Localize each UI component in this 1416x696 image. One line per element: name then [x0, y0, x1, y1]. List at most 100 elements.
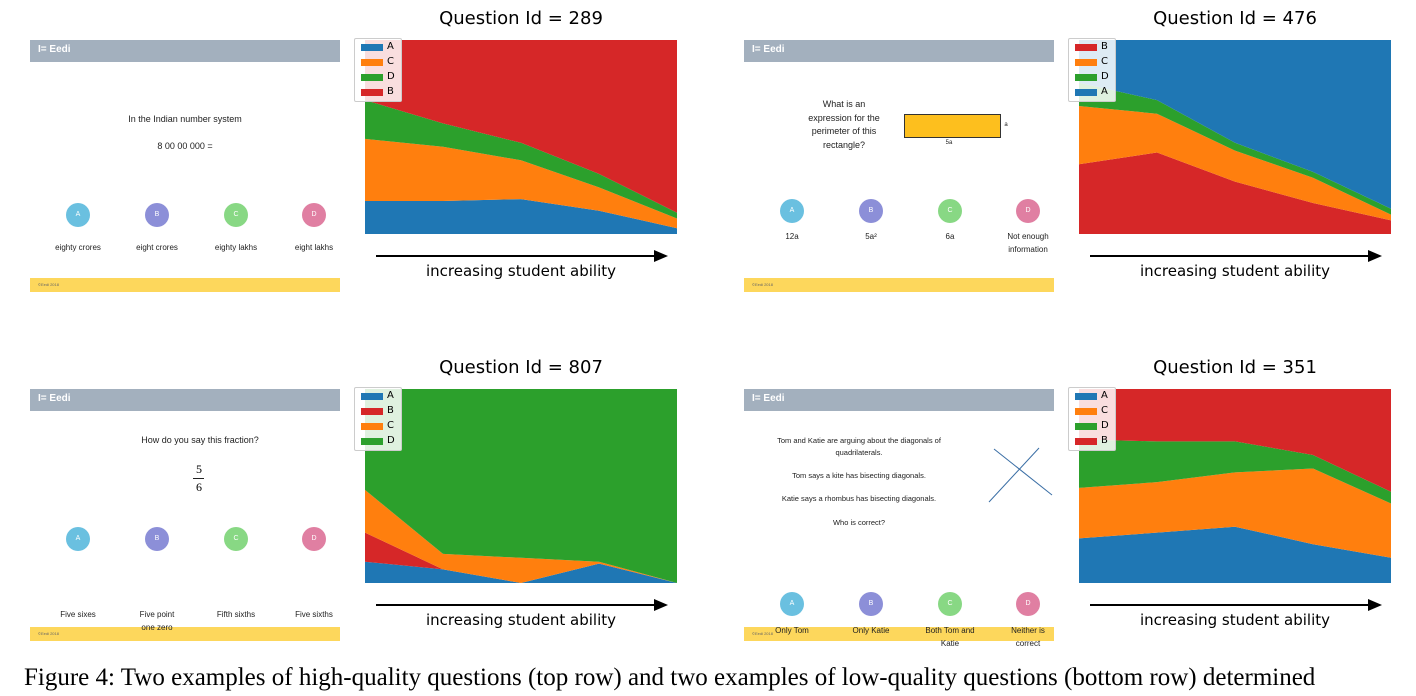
legend-swatch-c: [1075, 59, 1097, 66]
option-c-label: 6a: [945, 232, 955, 241]
legend-swatch-b: [1075, 438, 1097, 445]
chart-title: Question Id = 476: [1153, 8, 1317, 29]
legend-swatch-c: [1075, 408, 1097, 415]
question-value: 8 00 00 000 =: [157, 141, 213, 151]
stacked-area-chart: [1079, 40, 1391, 234]
area-series-c: [1079, 468, 1391, 558]
area-series-d: [365, 100, 677, 219]
question-slide: I= Eedi ©Eedi 2018 What is an expression fo…: [744, 40, 1054, 292]
question-text-line: perimeter of this: [811, 126, 877, 136]
slide-footer: ©Eedi 2018: [744, 278, 1054, 292]
legend-swatch-b: [361, 408, 383, 415]
legend-item-c: C: [1069, 404, 1115, 419]
ability-axis-label: increasing student ability: [1139, 611, 1331, 629]
panel-q807: I= Eedi ©Eedi 2018 How do you say this fra…: [0, 349, 700, 649]
area-series-d: [1079, 439, 1391, 504]
area-series-d: [1079, 82, 1391, 215]
slide-footer: ©Eedi 2018: [30, 278, 340, 292]
option-b-circle: B: [859, 592, 883, 616]
question-slide: I= Eedi ©Eedi 2018 In the Indian number sy…: [30, 40, 340, 292]
option-d-circle: D: [302, 527, 326, 551]
option-d-label: eight lakhs: [294, 243, 334, 252]
question-text: In the Indian number system: [128, 114, 242, 124]
option-c-circle: C: [938, 592, 962, 616]
legend-item-b: B: [355, 404, 401, 419]
question-slide: I= Eedi ©Eedi 2018 Tom and Katie are argui…: [744, 389, 1054, 648]
stacked-area-chart: [365, 40, 677, 234]
area-series-c: [365, 138, 677, 229]
area-series-c: [365, 489, 677, 583]
area-series-a: [1079, 40, 1391, 209]
option-d-label: Neither is correct: [1011, 626, 1045, 648]
copyright-text: ©Eedi 2018: [38, 631, 59, 636]
ability-arrow: [376, 599, 668, 611]
legend-swatch-a: [361, 44, 383, 51]
ability-axis-label: increasing student ability: [425, 262, 617, 280]
legend-label-c: C: [1101, 56, 1108, 67]
rect-label-5a: 5a: [945, 140, 953, 146]
legend-swatch-b: [1075, 44, 1097, 51]
legend-swatch-c: [361, 59, 383, 66]
option-a-circle: A: [66, 527, 90, 551]
eedi-logo: I= Eedi: [752, 393, 785, 404]
legend-label-b: B: [1101, 435, 1108, 446]
legend-label-d: D: [1101, 71, 1109, 82]
option-a-circle: A: [780, 199, 804, 223]
option-d-label: Not enough information: [1007, 232, 1049, 254]
legend-swatch-d: [1075, 423, 1097, 430]
legend-label-a: A: [387, 390, 394, 401]
chart-title: Question Id = 289: [439, 8, 603, 29]
area-series-a: [1079, 526, 1391, 583]
legend-label-b: B: [387, 405, 394, 416]
stacked-area-chart: [365, 389, 677, 583]
figure-caption: Figure 4: Two examples of high-quality q…: [24, 664, 1316, 691]
question-text-line: Tom and Katie are arguing about the diag…: [777, 436, 941, 445]
legend-item-a: A: [1069, 85, 1115, 100]
eedi-logo: I= Eedi: [752, 44, 785, 55]
legend-swatch-d: [361, 74, 383, 81]
option-a-label: eighty crores: [55, 243, 101, 252]
area-series-b: [1079, 152, 1391, 234]
question-slide: I= Eedi ©Eedi 2018 How do you say this fra…: [30, 389, 340, 641]
ability-arrow: [1090, 250, 1382, 262]
area-series-a: [365, 199, 677, 234]
option-c-label: Both Tom and Katie: [925, 626, 975, 648]
slide-header: I= Eedi: [744, 40, 1054, 62]
question-text-line: Who is correct?: [832, 518, 886, 527]
legend-label-a: A: [1101, 390, 1108, 401]
legend-item-a: A: [1069, 389, 1115, 404]
copyright-text: ©Eedi 2018: [38, 282, 59, 287]
legend-label-c: C: [1101, 405, 1108, 416]
legend-item-b: B: [1069, 434, 1115, 449]
option-b-circle: B: [145, 527, 169, 551]
option-b-label: 5a²: [865, 232, 877, 241]
legend-label-a: A: [387, 41, 394, 52]
panel-q476: I= Eedi ©Eedi 2018 What is an expression fo…: [714, 0, 1414, 300]
legend-label-c: C: [387, 420, 394, 431]
legend-label-d: D: [387, 435, 395, 446]
legend-label-d: D: [1101, 420, 1109, 431]
ability-arrow: [1090, 599, 1382, 611]
slide-footer: ©Eedi 2018: [744, 627, 1054, 641]
option-b-label: eight crores: [136, 243, 178, 252]
legend-label-b: B: [1101, 41, 1108, 52]
legend-item-d: D: [1069, 419, 1115, 434]
option-d-circle: D: [302, 203, 326, 227]
copyright-text: ©Eedi 2018: [752, 282, 773, 287]
stacked-area-chart: [1079, 389, 1391, 583]
question-text-line: Katie says a rhombus has bisecting diago…: [781, 494, 937, 503]
legend-swatch-d: [361, 438, 383, 445]
question-text: How do you say this fraction?: [141, 435, 259, 445]
area-series-d: [365, 389, 677, 583]
area-series-a: [365, 561, 677, 583]
legend-item-d: D: [355, 434, 401, 449]
legend-swatch-d: [1075, 74, 1097, 81]
question-text-line: Tom says a kite has bisecting diagonals.: [792, 471, 926, 480]
option-c-label: Fifth sixths: [216, 610, 256, 619]
fraction-bar: [193, 478, 204, 479]
legend-item-a: A: [355, 40, 401, 55]
rect-label-a: a: [1004, 122, 1008, 128]
